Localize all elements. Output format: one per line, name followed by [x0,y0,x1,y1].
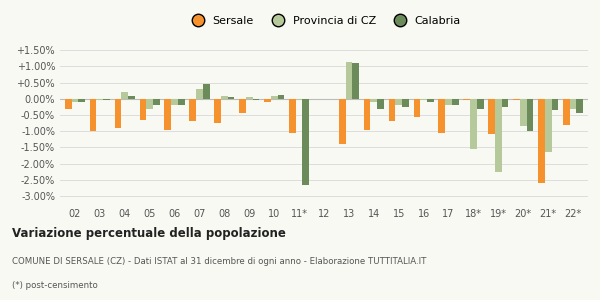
Bar [402,99,409,107]
Bar [427,99,434,102]
Bar [140,99,146,120]
Bar [495,99,502,172]
Bar [97,99,103,100]
Bar [228,97,235,99]
Bar [196,89,203,99]
Bar [239,99,246,113]
Bar [214,99,221,123]
Bar [488,99,495,134]
Bar [445,99,452,105]
Bar [470,99,477,149]
Bar [370,99,377,102]
Bar [178,99,185,105]
Bar [253,99,259,100]
Bar [271,96,278,99]
Bar [364,99,370,130]
Bar [289,99,296,134]
Bar [278,95,284,99]
Bar [221,96,228,99]
Bar [527,99,533,131]
Bar [439,99,445,133]
Bar [79,99,85,102]
Bar [164,99,171,130]
Bar [146,99,153,109]
Bar [463,99,470,100]
Bar [452,99,458,105]
Bar [90,99,97,131]
Bar [395,99,402,105]
Bar [71,99,79,102]
Bar [520,99,527,126]
Bar [513,99,520,100]
Bar [103,99,110,100]
Bar [502,99,508,107]
Bar [190,99,196,122]
Bar [121,92,128,99]
Bar [302,99,309,184]
Bar [128,96,135,99]
Bar [352,63,359,99]
Bar [577,99,583,113]
Bar [545,99,551,152]
Bar [171,99,178,105]
Legend: Sersale, Provincia di CZ, Calabria: Sersale, Provincia di CZ, Calabria [182,12,466,30]
Bar [389,99,395,122]
Bar [551,99,558,110]
Bar [413,99,420,117]
Bar [538,99,545,183]
Bar [477,99,484,109]
Bar [203,84,209,99]
Bar [153,99,160,105]
Text: COMUNE DI SERSALE (CZ) - Dati ISTAT al 31 dicembre di ogni anno - Elaborazione T: COMUNE DI SERSALE (CZ) - Dati ISTAT al 3… [12,257,427,266]
Bar [420,99,427,100]
Bar [563,99,569,125]
Bar [115,99,121,128]
Text: (*) post-censimento: (*) post-censimento [12,281,98,290]
Bar [569,99,577,109]
Bar [65,99,71,109]
Bar [377,99,384,109]
Bar [346,61,352,99]
Bar [264,99,271,102]
Bar [296,99,302,100]
Bar [246,97,253,99]
Text: Variazione percentuale della popolazione: Variazione percentuale della popolazione [12,227,286,240]
Bar [339,99,346,144]
